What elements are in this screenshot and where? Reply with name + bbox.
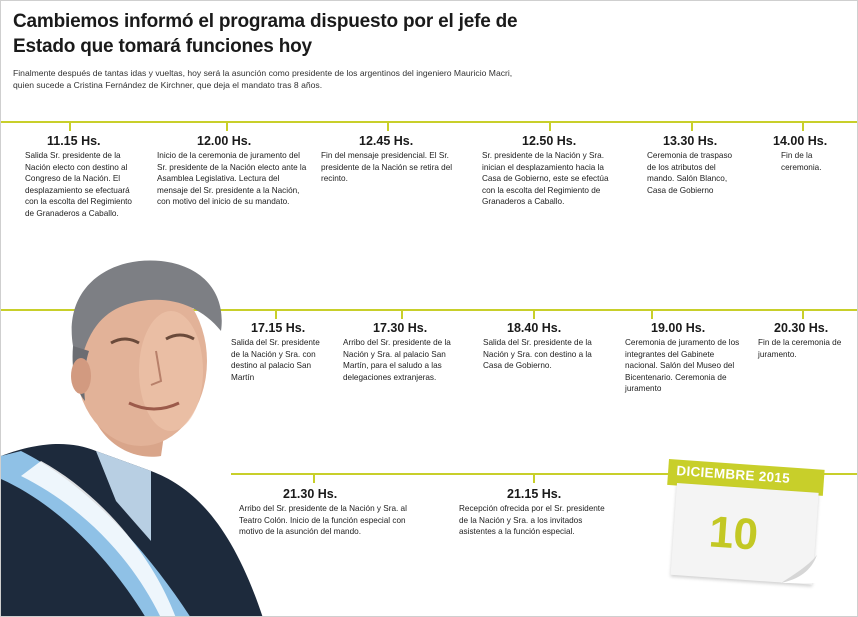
event-description: Arribo del Sr. presidente de la Nación y… [343, 338, 451, 382]
calendar-day: 10 [707, 507, 760, 560]
calendar-date-badge: DICIEMBRE 2015 10 [663, 449, 833, 589]
event-time: 12.50 Hs. [522, 134, 577, 148]
event-1715: 17.15 Hs. Salida del Sr. presidente de l… [231, 321, 321, 383]
event-1200: 12.00 Hs. Inicio de la ceremonia de jura… [157, 134, 309, 208]
timeline-tick [313, 474, 315, 483]
timeline-tick [69, 122, 71, 131]
event-1900: 19.00 Hs. Ceremonia de juramento de los … [625, 321, 741, 395]
event-time: 12.45 Hs. [359, 134, 414, 148]
timeline-tick [275, 310, 277, 319]
headline: Cambiemos informó el programa dispuesto … [13, 11, 518, 57]
event-time: 12.00 Hs. [197, 134, 252, 148]
timeline-tick [691, 122, 693, 131]
timeline-line-row-3 [231, 473, 857, 475]
event-time: 21.30 Hs. [283, 487, 338, 501]
event-description: Salida del Sr. presidente de la Nación y… [231, 338, 320, 382]
event-time: 18.40 Hs. [507, 321, 562, 335]
timeline-tick [549, 122, 551, 131]
timeline-tick [651, 310, 653, 319]
event-1250: 12.50 Hs. Sr. presidente de la Nación y … [482, 134, 622, 208]
timeline-tick [802, 122, 804, 131]
event-1730: 17.30 Hs. Arribo del Sr. presidente de l… [343, 321, 467, 383]
event-description: Sr. presidente de la Nación y Sra. inici… [482, 151, 609, 207]
intro-paragraph: Finalmente después de tantas idas y vuel… [13, 68, 513, 90]
event-time: 19.00 Hs. [651, 321, 706, 335]
event-time: 13.30 Hs. [663, 134, 718, 148]
timeline-tick [802, 310, 804, 319]
event-description: Salida del Sr. presidente de la Nación y… [483, 338, 592, 371]
timeline-tick [401, 310, 403, 319]
event-description: Inicio de la ceremonia de juramento del … [157, 151, 307, 207]
page-curl-icon [781, 555, 817, 583]
event-1115: 11.15 Hs. Salida Sr. presidente de la Na… [25, 134, 137, 220]
event-time: 21.15 Hs. [507, 487, 562, 501]
timeline-tick [533, 474, 535, 483]
timeline-line-row-1 [1, 121, 857, 123]
event-time: 17.30 Hs. [373, 321, 428, 335]
event-description: Fin del mensaje presidencial. El Sr. pre… [321, 151, 453, 184]
event-description: Fin de la ceremonia. [781, 151, 822, 172]
event-description: Ceremonia de juramento de los integrante… [625, 338, 740, 394]
event-1330: 13.30 Hs. Ceremonia de traspaso de los a… [647, 134, 742, 196]
timeline-tick [226, 122, 228, 131]
event-time: 11.15 Hs. [47, 134, 101, 148]
event-1245: 12.45 Hs. Fin del mensaje presidencial. … [321, 134, 456, 185]
timeline-line-row-2 [1, 309, 857, 311]
event-2030: 20.30 Hs. Fin de la ceremonia de juramen… [758, 321, 850, 360]
president-portrait-image [1, 260, 263, 616]
event-description: Recepción ofrecida por el Sr. presidente… [459, 504, 605, 537]
event-2130: 21.30 Hs. Arribo del Sr. presidente de l… [239, 487, 417, 538]
timeline-tick [533, 310, 535, 319]
timeline-tick [387, 122, 389, 131]
event-time: 14.00 Hs. [773, 134, 828, 148]
event-description: Ceremonia de traspaso de los atributos d… [647, 151, 733, 195]
event-time: 20.30 Hs. [774, 321, 829, 335]
event-1400: 14.00 Hs. Fin de la ceremonia. [773, 134, 841, 173]
event-description: Arribo del Sr. presidente de la Nación y… [239, 504, 407, 537]
event-description: Fin de la ceremonia de juramento. [758, 338, 842, 359]
event-1840: 18.40 Hs. Salida del Sr. presidente de l… [483, 321, 599, 372]
event-time: 17.15 Hs. [251, 321, 306, 335]
event-description: Salida Sr. presidente de la Nación elect… [25, 151, 132, 218]
event-2115: 21.15 Hs. Recepción ofrecida por el Sr. … [459, 487, 609, 538]
